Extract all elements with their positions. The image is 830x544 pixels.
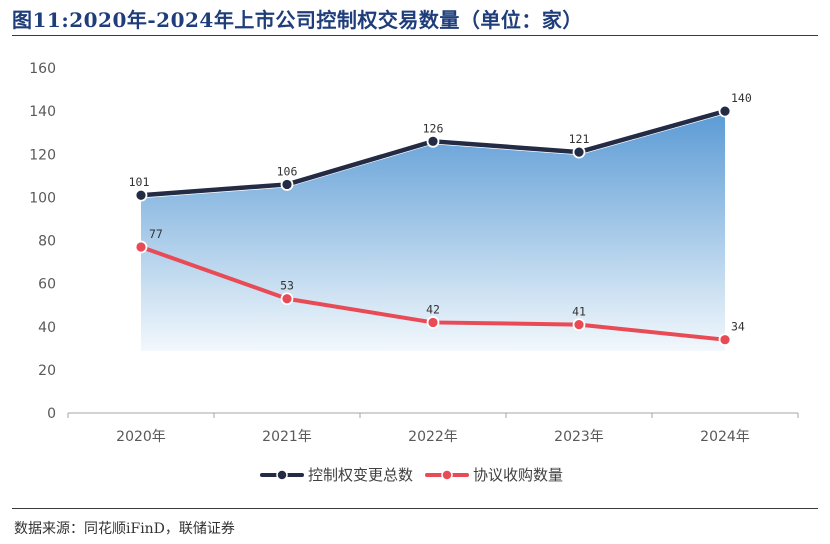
legend: 控制权变更总数 协议收购数量: [260, 466, 563, 484]
series-point-1: [134, 240, 148, 254]
series-point-0: [426, 134, 440, 148]
legend-swatch-marker: [276, 469, 288, 481]
legend-label: 协议收购数量: [473, 466, 563, 484]
labels-layer: 101 106 126 121 140 77 53 42 41 34: [129, 91, 752, 334]
y-tick-label: 160: [29, 61, 56, 77]
y-tick-label: 60: [38, 277, 56, 293]
title-rule: [12, 35, 818, 36]
x-tick-label: 2024年: [700, 429, 750, 445]
series-point-0: [280, 178, 294, 191]
y-tick-label: 140: [29, 104, 56, 120]
source-note: 数据来源：同花顺iFinD，联储证券: [14, 521, 235, 537]
series-point-1: [572, 318, 586, 331]
legend-label: 控制权变更总数: [308, 466, 413, 484]
source-rule: [12, 508, 818, 509]
y-tick-label: 40: [38, 320, 56, 336]
figure-title: 图11:2020年-2024年上市公司控制权交易数量（单位：家）: [12, 8, 583, 32]
series-point-0: [572, 145, 586, 159]
y-tick-label: 20: [38, 363, 56, 379]
legend-swatch-marker: [441, 469, 453, 481]
data-label: 126: [423, 121, 444, 135]
series-point-0: [134, 188, 148, 202]
axis-layer: 2020年 2021年 2022年 2023年 2024年 0 20 40 60 80 100 120…: [29, 61, 799, 445]
y-tick-label: 80: [38, 234, 56, 250]
y-tick-label: 100: [29, 190, 56, 206]
x-tick-label: 2021年: [262, 429, 312, 445]
series-point-1: [718, 333, 732, 347]
data-label: 101: [129, 175, 150, 189]
data-label: 77: [149, 227, 163, 241]
area-fill-0: [141, 113, 725, 351]
x-tick-label: 2022年: [408, 429, 458, 445]
lines-layer: [134, 104, 732, 347]
y-tick-label: 120: [29, 147, 56, 163]
series-point-1: [426, 316, 440, 329]
data-label: 34: [731, 320, 745, 334]
data-label: 41: [572, 305, 586, 319]
series-point-0: [718, 104, 732, 118]
data-label: 121: [569, 132, 590, 146]
x-tick-label: 2023年: [554, 429, 604, 445]
series-point-1: [280, 292, 294, 306]
x-tick-label: 2020年: [116, 429, 166, 445]
data-label: 42: [426, 302, 440, 316]
data-label: 53: [280, 279, 294, 293]
y-tick-label: 0: [47, 406, 56, 422]
data-label: 140: [731, 91, 752, 105]
data-label: 106: [277, 164, 298, 178]
